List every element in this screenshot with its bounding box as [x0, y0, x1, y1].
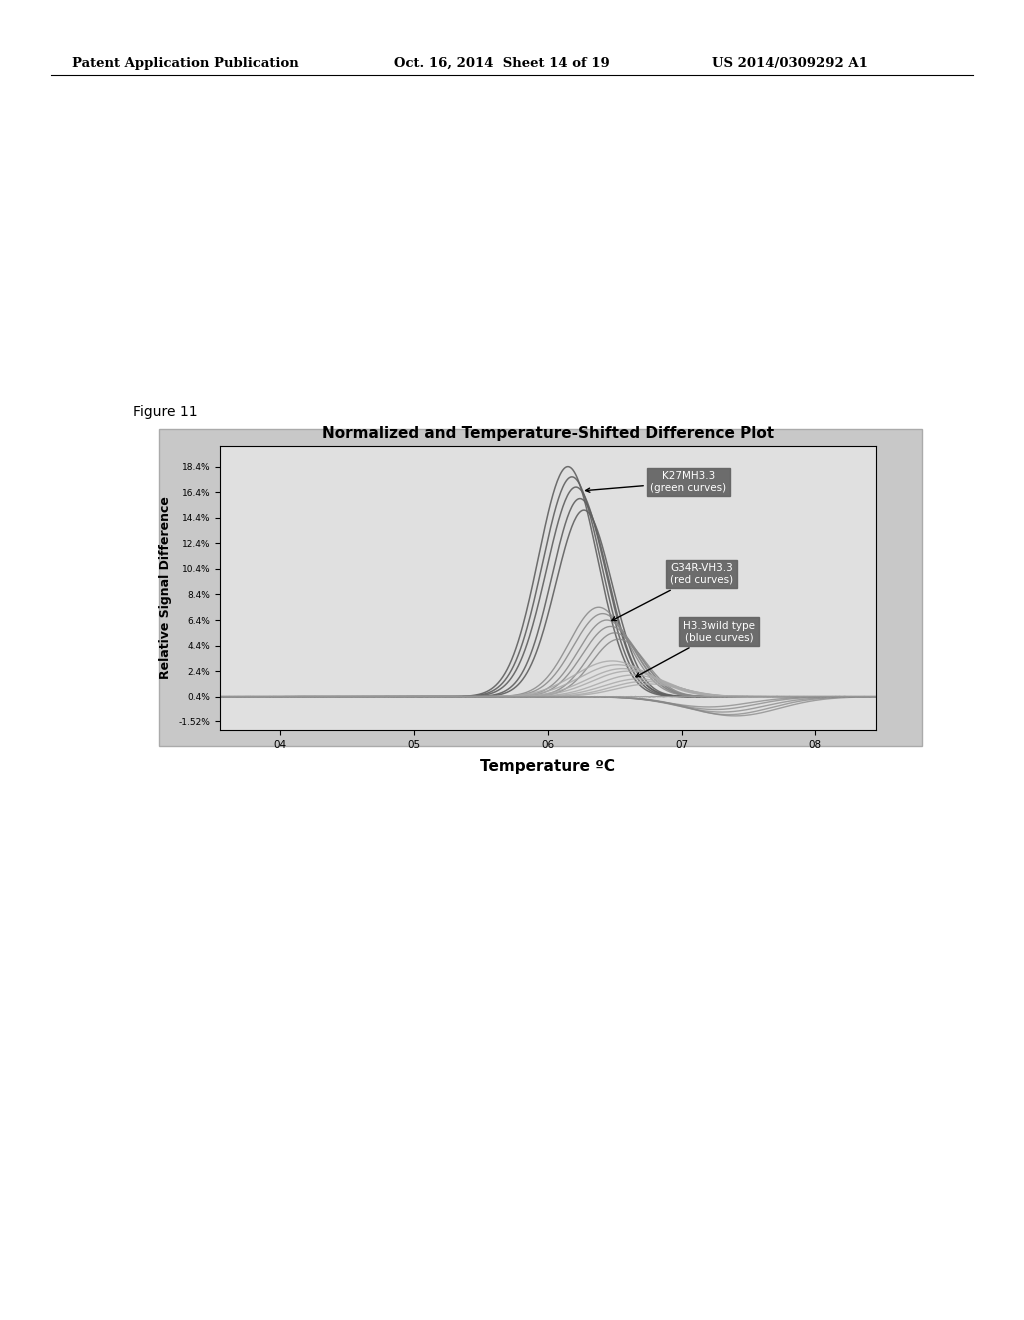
Text: Temperature ºC: Temperature ºC	[480, 759, 615, 774]
Text: K27MH3.3
(green curves): K27MH3.3 (green curves)	[586, 471, 726, 492]
Text: US 2014/0309292 A1: US 2014/0309292 A1	[712, 57, 867, 70]
Text: G34R-VH3.3
(red curves): G34R-VH3.3 (red curves)	[612, 564, 733, 620]
Text: Figure 11: Figure 11	[133, 405, 198, 418]
Text: Oct. 16, 2014  Sheet 14 of 19: Oct. 16, 2014 Sheet 14 of 19	[394, 57, 610, 70]
Y-axis label: Relative Signal Difference: Relative Signal Difference	[159, 496, 172, 680]
Text: H3.3wild type
(blue curves): H3.3wild type (blue curves)	[636, 620, 755, 677]
Title: Normalized and Temperature-Shifted Difference Plot: Normalized and Temperature-Shifted Diffe…	[322, 426, 774, 441]
Text: Patent Application Publication: Patent Application Publication	[72, 57, 298, 70]
